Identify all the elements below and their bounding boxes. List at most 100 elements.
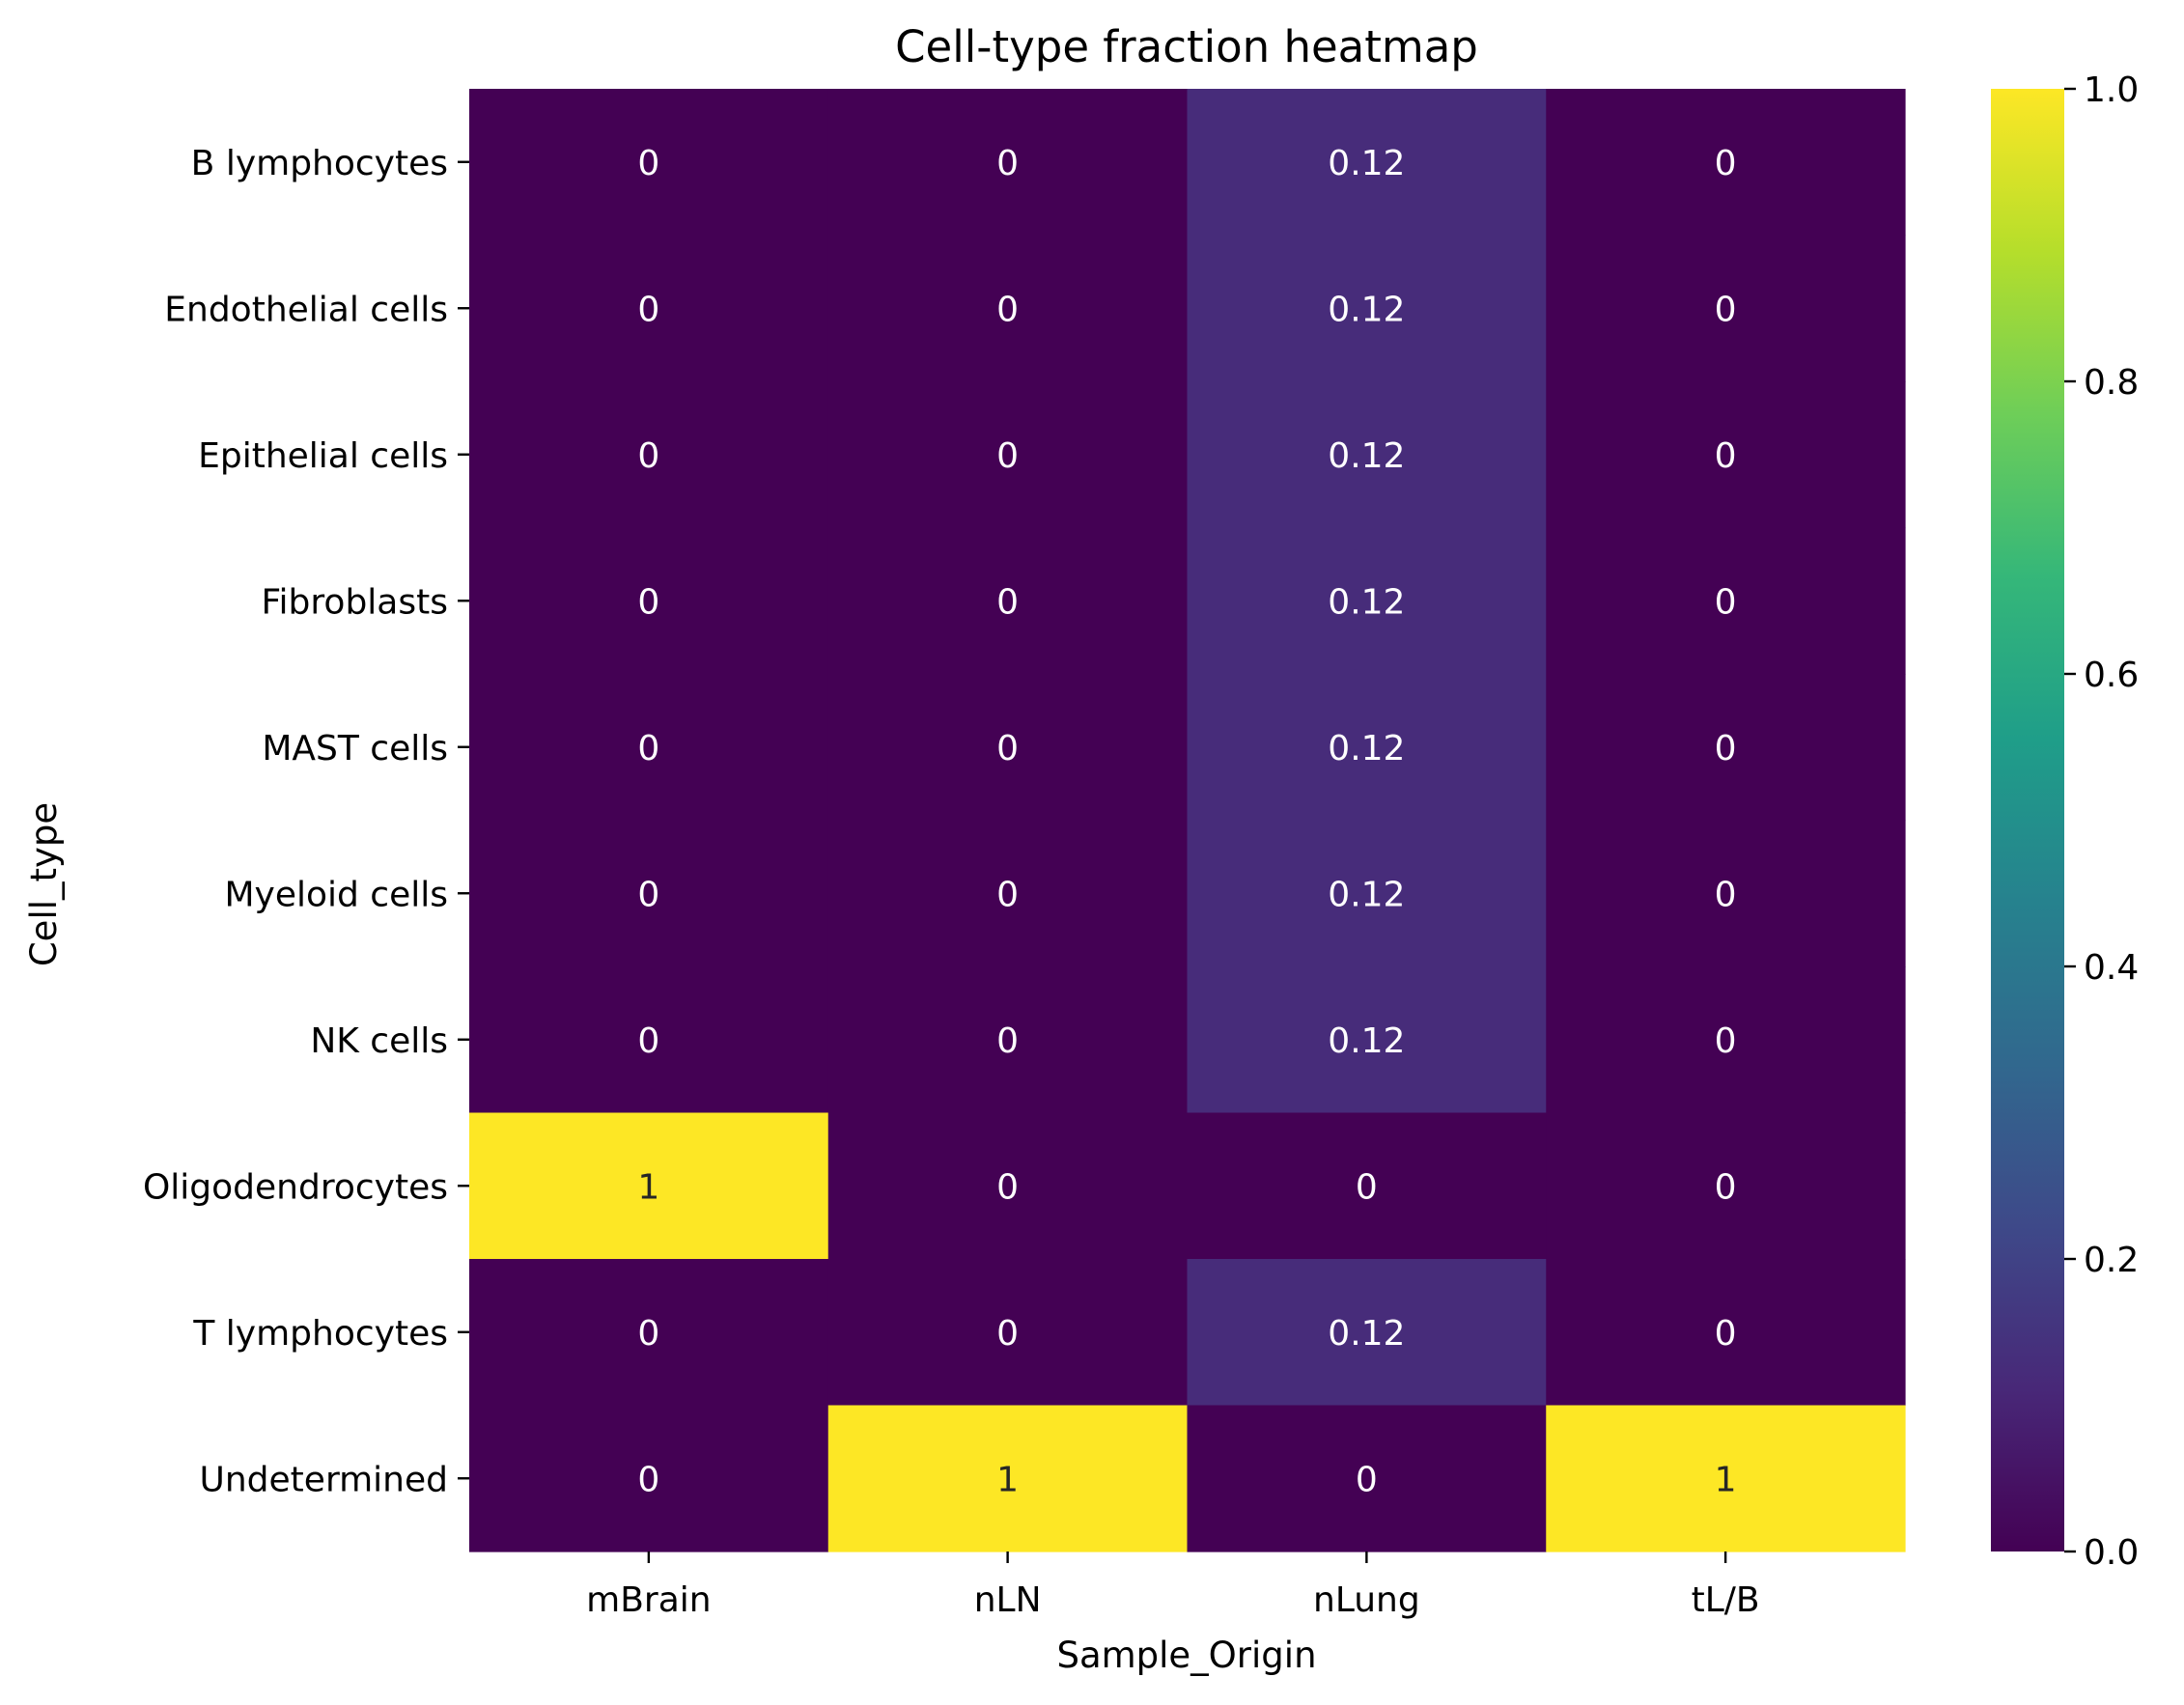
cell-annotation: 0 bbox=[1715, 1021, 1737, 1061]
heatmap-cell bbox=[1187, 820, 1547, 967]
heatmap-cell bbox=[469, 966, 829, 1114]
cell-annotation: 0 bbox=[1715, 1314, 1737, 1354]
heatmap-cell bbox=[827, 1259, 1189, 1407]
heatmap-cell bbox=[1187, 674, 1547, 822]
cell-annotation: 0.12 bbox=[1328, 875, 1405, 914]
cell-annotation: 0 bbox=[1356, 1460, 1378, 1499]
heatmap-cell bbox=[827, 527, 1189, 675]
heatmap-cell bbox=[469, 381, 829, 529]
heatmap-cell bbox=[1546, 820, 1906, 967]
heatmap-cell bbox=[827, 966, 1189, 1114]
heatmap-cell bbox=[1187, 89, 1547, 237]
cell-annotation: 0 bbox=[996, 1167, 1019, 1207]
x-tick-label: mBrain bbox=[586, 1580, 711, 1620]
colorbar-gradient bbox=[1991, 89, 2064, 1551]
heatmap-cell bbox=[1546, 966, 1906, 1114]
cell-annotation: 0 bbox=[1715, 582, 1737, 622]
heatmap-cells bbox=[469, 89, 1906, 1552]
heatmap-cell bbox=[1546, 381, 1906, 529]
cell-annotation: 0 bbox=[996, 1021, 1019, 1061]
heatmap-cell bbox=[1546, 235, 1906, 382]
y-tick-label: Endothelial cells bbox=[164, 290, 448, 329]
y-tick-label: B lymphocytes bbox=[191, 144, 448, 183]
cell-annotation: 0 bbox=[1715, 144, 1737, 183]
heatmap-cell bbox=[1187, 1405, 1547, 1552]
y-tick-label: Oligodendrocytes bbox=[143, 1167, 448, 1207]
cell-annotation: 0.12 bbox=[1328, 1314, 1405, 1354]
heatmap-cell bbox=[1187, 1112, 1547, 1260]
cell-annotation: 0 bbox=[996, 582, 1019, 622]
heatmap-cell bbox=[827, 1405, 1189, 1552]
cell-annotation: 0 bbox=[637, 144, 659, 183]
heatmap-cell bbox=[827, 1112, 1189, 1260]
y-tick-label: T lymphocytes bbox=[192, 1314, 448, 1354]
heatmap-cell bbox=[1546, 1259, 1906, 1407]
heatmap-cell bbox=[1546, 674, 1906, 822]
colorbar: 0.0 0.2 0.4 0.6 0.8 1.0 bbox=[1991, 70, 2139, 1573]
cell-annotation: 0.12 bbox=[1328, 582, 1405, 622]
cell-annotations: 0 0 0.12 0 0 0 0.12 0 0 0 0.12 0 0 0 0.12 0 0 0 0.12 0 0 0 0.1… bbox=[637, 144, 1736, 1500]
heatmap-cell bbox=[1187, 381, 1547, 529]
cell-annotation: 0 bbox=[637, 875, 659, 914]
y-axis-label: Cell_type bbox=[23, 802, 65, 966]
heatmap-cell bbox=[827, 235, 1189, 382]
cell-annotation: 0 bbox=[996, 1314, 1019, 1354]
y-tick-label: NK cells bbox=[310, 1021, 448, 1061]
cell-annotation: 0 bbox=[637, 290, 659, 329]
cell-annotation: 0 bbox=[996, 729, 1019, 769]
cell-annotation: 0.12 bbox=[1328, 436, 1405, 476]
cell-annotation: 0 bbox=[1715, 729, 1737, 769]
cell-annotation: 0.12 bbox=[1328, 290, 1405, 329]
colorbar-tick-label: 0.0 bbox=[2084, 1533, 2139, 1573]
chart-title: Cell-type fraction heatmap bbox=[895, 21, 1478, 72]
cell-annotation: 0 bbox=[637, 729, 659, 769]
heatmap-cell bbox=[469, 674, 829, 822]
x-axis-label: Sample_Origin bbox=[1056, 1635, 1316, 1676]
heatmap-cell bbox=[1546, 527, 1906, 675]
cell-annotation: 0 bbox=[996, 144, 1019, 183]
x-tick-label: nLung bbox=[1313, 1580, 1420, 1620]
heatmap-cell bbox=[827, 381, 1189, 529]
heatmap-cell bbox=[1546, 1405, 1906, 1552]
heatmap-cell bbox=[469, 89, 829, 237]
cell-annotation: 0 bbox=[1715, 436, 1737, 476]
heatmap-cell bbox=[469, 1112, 829, 1260]
heatmap-cell bbox=[469, 1259, 829, 1407]
heatmap-cell bbox=[1546, 1112, 1906, 1260]
heatmap-cell bbox=[469, 235, 829, 382]
cell-annotation: 0.12 bbox=[1328, 1021, 1405, 1061]
colorbar-tick-label: 1.0 bbox=[2084, 70, 2139, 110]
cell-annotation: 1 bbox=[1715, 1460, 1737, 1499]
y-tick-label: MAST cells bbox=[262, 729, 448, 769]
cell-annotation: 0 bbox=[996, 875, 1019, 914]
heatmap-cell bbox=[1546, 89, 1906, 237]
x-axis: mBrain nLN nLung tL/B bbox=[586, 1551, 1760, 1620]
y-axis: B lymphocytes Endothelial cells Epithelial… bbox=[143, 144, 469, 1499]
cell-annotation: 0 bbox=[996, 290, 1019, 329]
cell-annotation: 0.12 bbox=[1328, 729, 1405, 769]
heatmap-cell bbox=[469, 1405, 829, 1552]
cell-annotation: 0 bbox=[1715, 1167, 1737, 1207]
cell-annotation: 0 bbox=[1715, 290, 1737, 329]
cell-annotation: 0 bbox=[637, 1314, 659, 1354]
heatmap-cell bbox=[1187, 235, 1547, 382]
heatmap-cell bbox=[1187, 1259, 1547, 1407]
y-tick-label: Epithelial cells bbox=[198, 436, 448, 476]
x-tick-label: nLN bbox=[974, 1580, 1042, 1620]
colorbar-tick-label: 0.8 bbox=[2084, 363, 2139, 403]
cell-annotation: 0 bbox=[1356, 1167, 1378, 1207]
cell-annotation: 1 bbox=[637, 1167, 659, 1207]
cell-annotation: 0 bbox=[996, 436, 1019, 476]
heatmap-cell bbox=[827, 89, 1189, 237]
cell-annotation: 1 bbox=[996, 1460, 1019, 1499]
heatmap-cell bbox=[469, 820, 829, 967]
heatmap-cell bbox=[1187, 966, 1547, 1114]
cell-annotation: 0 bbox=[637, 436, 659, 476]
colorbar-tick-label: 0.2 bbox=[2084, 1241, 2139, 1280]
cell-annotation: 0 bbox=[637, 582, 659, 622]
y-tick-label: Undetermined bbox=[200, 1460, 448, 1499]
cell-annotation: 0 bbox=[1715, 875, 1737, 914]
y-tick-label: Fibroblasts bbox=[261, 582, 448, 622]
heatmap-cell bbox=[827, 674, 1189, 822]
